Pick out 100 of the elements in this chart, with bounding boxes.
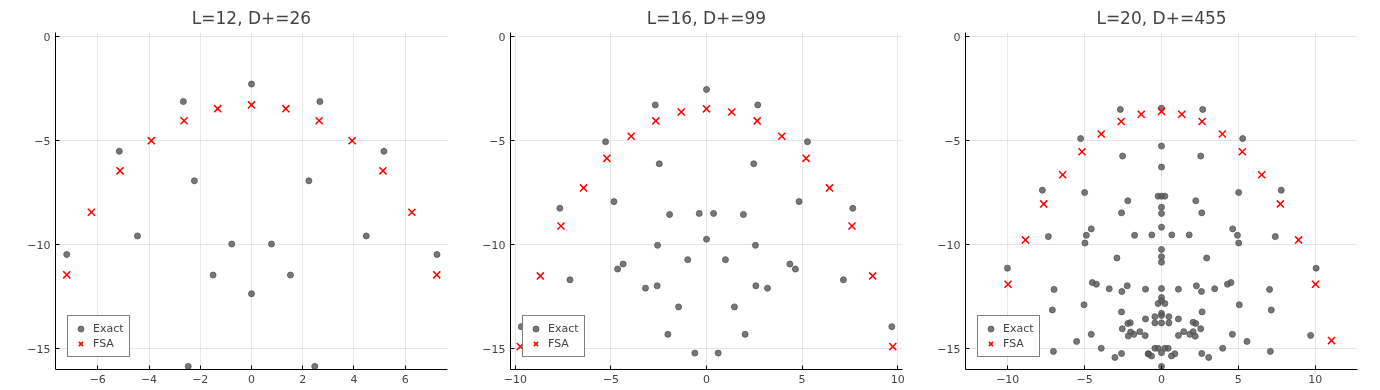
x-tick-label: 4 xyxy=(350,372,358,386)
point xyxy=(626,132,636,141)
point xyxy=(1116,117,1126,126)
point xyxy=(714,349,722,357)
point xyxy=(868,271,877,281)
legend-label: Exact xyxy=(1003,322,1034,335)
point xyxy=(703,235,710,243)
y-tick-label: −15 xyxy=(27,342,51,356)
point xyxy=(614,265,622,273)
point xyxy=(228,240,236,248)
x-tick-label: −10 xyxy=(503,372,527,386)
point xyxy=(675,303,683,311)
x-tick-label: 0 xyxy=(248,372,255,386)
x-tick-label: 6 xyxy=(401,372,409,386)
point xyxy=(1238,147,1247,156)
point xyxy=(536,271,545,281)
point xyxy=(1058,170,1067,180)
point xyxy=(847,221,857,231)
point xyxy=(602,154,612,163)
point xyxy=(619,260,627,268)
point xyxy=(602,138,610,146)
point xyxy=(1157,107,1166,116)
point xyxy=(267,240,275,248)
point xyxy=(62,270,72,280)
point xyxy=(362,232,370,240)
point xyxy=(642,284,649,292)
point xyxy=(1257,170,1267,180)
point xyxy=(651,101,659,109)
point xyxy=(1039,199,1049,209)
point xyxy=(515,342,525,351)
point xyxy=(87,207,96,217)
point xyxy=(115,166,125,176)
x-tick-label: 10 xyxy=(890,372,905,386)
point xyxy=(751,241,759,249)
point xyxy=(754,101,762,109)
point xyxy=(727,107,737,117)
point xyxy=(209,271,217,279)
point xyxy=(305,177,313,185)
point xyxy=(752,282,760,290)
point xyxy=(795,198,803,206)
point xyxy=(115,147,123,155)
point xyxy=(1327,336,1336,345)
point xyxy=(1003,279,1013,289)
point xyxy=(666,211,674,219)
point xyxy=(676,107,686,117)
point xyxy=(695,209,703,217)
point xyxy=(1276,199,1285,209)
legend-label: FSA xyxy=(93,337,114,350)
point xyxy=(888,342,898,351)
point xyxy=(752,116,762,126)
chart-title: L=20, D+=455 xyxy=(1096,7,1227,28)
point xyxy=(556,204,564,212)
point xyxy=(1096,129,1106,139)
y-tick-label: −10 xyxy=(937,238,961,252)
point xyxy=(1177,109,1187,119)
x-tick-label: −4 xyxy=(140,372,158,386)
point xyxy=(655,160,663,168)
point xyxy=(247,100,256,110)
x-tick-label: 5 xyxy=(1234,372,1242,386)
x-tick-label: 2 xyxy=(299,372,307,386)
point xyxy=(750,160,758,168)
y-tick-label: −15 xyxy=(482,342,506,356)
point xyxy=(653,282,661,290)
point xyxy=(741,330,749,338)
point xyxy=(432,270,442,280)
point xyxy=(1077,147,1087,156)
point xyxy=(248,80,255,88)
point xyxy=(703,86,710,93)
point xyxy=(791,265,799,273)
point xyxy=(610,198,618,206)
legend-label: Exact xyxy=(93,322,124,335)
point xyxy=(314,116,324,125)
legend-label: FSA xyxy=(1003,337,1024,350)
point xyxy=(248,290,255,298)
y-tick-label: −5 xyxy=(34,134,51,148)
point xyxy=(684,256,692,264)
point xyxy=(1311,279,1320,289)
chart-title: L=16, D+=99 xyxy=(646,7,767,28)
point xyxy=(739,211,747,219)
point xyxy=(839,276,847,284)
point xyxy=(654,241,662,249)
point xyxy=(433,250,441,258)
point xyxy=(1136,109,1146,119)
legend-label: Exact xyxy=(548,322,579,335)
point xyxy=(1197,117,1207,126)
y-tick-label: −15 xyxy=(937,342,961,356)
x-tick-label: −2 xyxy=(192,372,209,386)
point xyxy=(311,362,319,370)
point xyxy=(281,104,291,113)
point xyxy=(184,362,192,370)
x-tick-label: 0 xyxy=(1158,372,1165,386)
point xyxy=(801,154,811,163)
point xyxy=(179,116,189,125)
point xyxy=(213,104,222,113)
point xyxy=(764,284,771,292)
point xyxy=(721,256,729,264)
point xyxy=(849,204,857,212)
legend-label: FSA xyxy=(548,337,569,350)
point xyxy=(179,98,187,106)
point xyxy=(579,183,588,193)
